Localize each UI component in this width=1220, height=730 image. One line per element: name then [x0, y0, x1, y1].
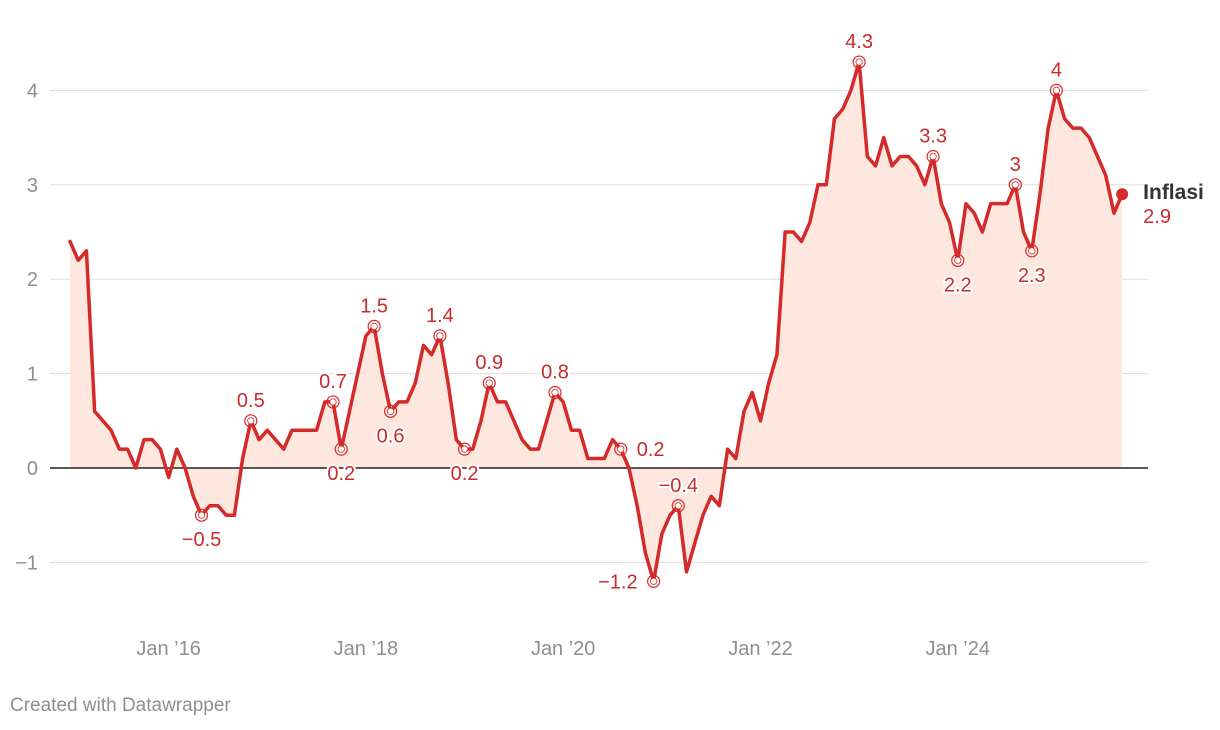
annotation-marker-3: [334, 442, 348, 456]
annotation-marker-core-14: [929, 152, 937, 161]
xtick-layer: Jan ’16 Jan ’18 Jan ’20 Jan ’22 Jan ’24: [136, 638, 990, 660]
annotation-marker-core-1: [247, 417, 255, 425]
annotation-marker-6: [433, 329, 447, 343]
series-area: [70, 62, 1123, 582]
annotation-marker-core-4: [370, 322, 378, 330]
area-layer: [70, 62, 1123, 582]
annotation-label-0: −0.5: [182, 529, 221, 551]
annotation-marker-7: [457, 442, 472, 456]
annotation-marker-13: [852, 55, 866, 69]
annotation-label-2: 0.7: [319, 371, 347, 393]
annotation-marker-4: [367, 319, 381, 333]
annotation-label-18: 4: [1051, 59, 1062, 81]
annotation-label-11: −1.2: [598, 571, 637, 593]
annotation-label-14: 3.3: [919, 125, 947, 147]
ytick-label-2: 1: [27, 364, 38, 386]
series-line: [68, 60, 1124, 584]
xtick-label-0: Jan ’16: [136, 638, 201, 660]
annotation-marker-core-8: [485, 379, 493, 387]
footer-credit: Created with Datawrapper: [10, 695, 231, 716]
annotation-marker-18: [1049, 83, 1064, 98]
ytick-label-5: 4: [27, 80, 38, 102]
annotation-label-17: 2.3: [1018, 265, 1046, 287]
annotation-marker-core-7: [460, 445, 469, 453]
ytick-layer: −1 0 1 2 3 4: [15, 80, 38, 574]
annotation-marker-core-10: [617, 445, 625, 453]
annotation-marker-core-15: [954, 256, 962, 264]
ytick-label-3: 2: [27, 269, 38, 291]
annotation-label-13: 4.3: [845, 31, 873, 53]
annotation-marker-core-11: [650, 577, 658, 585]
annotation-marker-10: [614, 442, 628, 456]
ytick-label-4: 3: [27, 175, 38, 197]
annotation-marker-core-0: [197, 511, 206, 519]
xtick-label-3: Jan ’22: [728, 638, 793, 660]
ytick-label-0: −1: [15, 552, 38, 574]
annotation-marker-core-16: [1011, 181, 1019, 189]
annotation-marker-core-9: [551, 388, 559, 397]
annotation-marker-core-13: [855, 58, 863, 66]
annotation-marker-9: [548, 385, 562, 400]
annotation-marker-8: [482, 376, 496, 390]
annotation-marker-14: [926, 149, 940, 164]
annotation-label-4: 1.5: [360, 295, 388, 317]
annotation-marker-12: [671, 499, 685, 513]
annotation-label-3: 0.2: [327, 463, 355, 485]
annotation-marker-1: [244, 414, 258, 428]
end-point-marker: [1116, 188, 1129, 201]
xtick-label-4: Jan ’24: [926, 638, 991, 660]
annotation-marker-core-3: [337, 445, 345, 453]
annotation-marker-15: [951, 253, 965, 267]
annotation-marker-17: [1025, 244, 1039, 258]
annotation-marker-5: [383, 404, 398, 418]
annotation-marker-core-18: [1052, 86, 1061, 95]
annotation-layer: −0.5 0.5 0.7 0.2 1.5 0.6 1.4 0.2 0.9 0.8 0.2 −1.2 −0…: [180, 29, 1064, 595]
annotation-label-15: 2.2: [944, 274, 972, 296]
annotation-label-8: 0.9: [475, 352, 503, 374]
annotation-marker-2: [326, 395, 340, 409]
xtick-label-1: Jan ’18: [334, 638, 399, 660]
xtick-label-2: Jan ’20: [531, 638, 596, 660]
annotation-marker-11: [647, 574, 661, 588]
annotation-label-16: 3: [1010, 154, 1021, 176]
annotation-marker-core-2: [329, 398, 337, 406]
annotation-label-7: 0.2: [451, 463, 479, 485]
annotation-marker-core-12: [674, 502, 682, 510]
annotation-label-10: 0.2: [637, 439, 665, 461]
annotation-label-12: −0.4: [659, 475, 698, 497]
line-layer: [68, 60, 1124, 584]
annotation-label-1: 0.5: [237, 390, 265, 412]
annotation-marker-core-5: [386, 407, 395, 415]
series-name-label: Inflasi: [1143, 181, 1204, 204]
ytick-label-1: 0: [27, 458, 38, 480]
annotation-marker-16: [1008, 178, 1022, 192]
annotation-label-9: 0.8: [541, 361, 569, 383]
annotation-marker-core-17: [1028, 247, 1036, 255]
annotation-label-5: 0.6: [377, 425, 405, 447]
annotation-marker-core-6: [436, 332, 444, 340]
annotation-marker-0: [194, 508, 209, 522]
annotation-label-6: 1.4: [426, 305, 454, 327]
last-value-label: 2.9: [1143, 206, 1171, 228]
